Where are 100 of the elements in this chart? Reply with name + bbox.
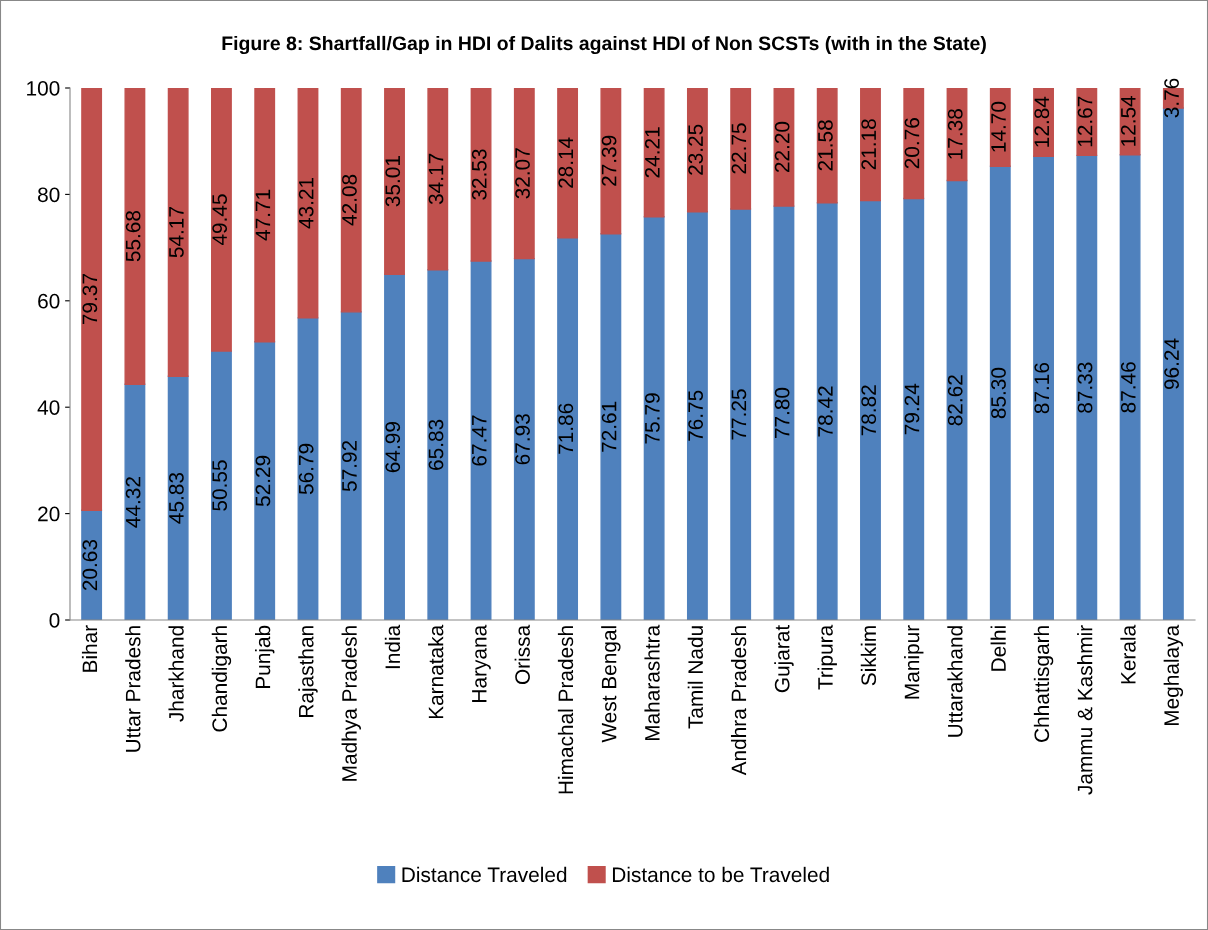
bar — [470, 260, 492, 620]
data-label: 24.21 — [644, 127, 660, 178]
bar — [81, 88, 103, 511]
x-tick-label: Tripura — [817, 624, 837, 690]
data-label: 14.70 — [991, 101, 1006, 152]
bar — [1076, 154, 1098, 620]
x-tick-label: Sikkim — [860, 626, 877, 686]
data-label: 35.01 — [385, 156, 401, 207]
bar — [124, 383, 146, 620]
data-label: 45.83 — [169, 472, 184, 524]
data-label: 23.25 — [688, 124, 703, 175]
bar — [340, 311, 362, 620]
data-label: 50.55 — [212, 460, 228, 511]
data-label: 87.16 — [1034, 363, 1050, 414]
bar — [730, 88, 752, 210]
bar — [773, 205, 795, 620]
x-tick-label: Chandigarh — [211, 626, 232, 732]
x-tick-label: Delhi — [990, 626, 1006, 671]
data-label: 71.86 — [558, 403, 574, 454]
x-tick-label: Uttar Pradesh — [125, 626, 141, 752]
y-tick-label: 20 — [38, 506, 60, 522]
bar — [686, 88, 708, 213]
bar — [297, 317, 319, 620]
data-label: 47.71 — [255, 189, 271, 241]
data-label: 72.61 — [601, 401, 617, 452]
x-tick-label: Meghalaya — [1163, 624, 1184, 726]
data-label: 32.07 — [515, 148, 530, 199]
bar — [470, 88, 492, 262]
data-label: 75.79 — [644, 393, 660, 444]
data-label: 77.25 — [731, 389, 747, 440]
data-label: 27.39 — [601, 135, 617, 186]
bar — [340, 88, 362, 313]
x-tick-label: Orissa — [514, 624, 530, 685]
x-tick-label: Himachal Pradesh — [557, 626, 574, 794]
bar — [600, 88, 622, 235]
bar — [816, 202, 838, 620]
data-label: 57.92 — [342, 440, 357, 492]
bar — [903, 88, 925, 200]
data-label: 76.75 — [688, 390, 703, 441]
x-tick-label: Chhattisgarh — [1033, 626, 1054, 742]
data-label: 34.17 — [428, 153, 444, 205]
data-label: 87.46 — [1120, 362, 1136, 413]
x-tick-label: India — [384, 624, 401, 669]
x-tick-label: Punjab — [255, 625, 275, 689]
data-label: 78.82 — [861, 385, 877, 436]
bar — [384, 88, 405, 275]
data-label: 12.67 — [1077, 96, 1093, 147]
x-tick-label: Gujarat — [774, 625, 794, 693]
data-label: 77.80 — [774, 387, 790, 439]
data-label: 44.32 — [125, 477, 141, 528]
x-tick-label: Kerala — [1120, 624, 1136, 684]
data-label: 43.21 — [298, 177, 314, 229]
data-label: 87.33 — [1077, 362, 1093, 413]
x-tick-label: Tamil Nadu — [687, 626, 703, 729]
data-label: 67.93 — [515, 414, 530, 465]
data-label: 17.38 — [947, 109, 963, 159]
bar — [513, 88, 535, 260]
data-label: 79.37 — [82, 274, 98, 325]
bar — [643, 88, 665, 218]
data-label: 12.84 — [1034, 96, 1050, 147]
bar — [903, 197, 925, 620]
y-tick-label: 80 — [38, 187, 60, 203]
data-label: 82.62 — [947, 375, 963, 426]
x-tick-label: Jammu & Kashmir — [1077, 625, 1093, 795]
y-tick-label: 100 — [27, 81, 60, 96]
bar — [730, 208, 752, 620]
data-label: 12.54 — [1120, 95, 1136, 146]
x-tick-label: Andhra Pradesh — [730, 626, 747, 776]
x-tick-label: Uttarakhand — [947, 626, 963, 737]
x-tick-label: Jharkhand — [168, 626, 184, 722]
data-label: 32.53 — [471, 149, 487, 200]
y-tick-label: 40 — [37, 400, 60, 415]
data-label: 56.79 — [298, 443, 314, 495]
data-label: 79.24 — [904, 383, 920, 435]
bar — [211, 350, 232, 620]
bar — [946, 179, 968, 620]
x-tick-label: West Bengal — [601, 626, 621, 743]
x-tick-label: Haryana — [472, 624, 491, 702]
bar — [513, 257, 535, 620]
bar — [1119, 154, 1141, 620]
bar — [686, 210, 708, 620]
bar — [211, 88, 232, 352]
bar — [1033, 155, 1054, 620]
data-label: 20.76 — [904, 118, 920, 169]
bar — [427, 269, 449, 620]
legend-label: Distance Traveled — [402, 866, 567, 883]
x-tick-label: Maharashtra — [644, 624, 660, 741]
data-label: 21.58 — [818, 120, 833, 171]
bar — [860, 88, 881, 202]
bar — [167, 375, 189, 620]
bar — [427, 88, 449, 271]
bar — [643, 216, 665, 620]
bar — [600, 233, 622, 620]
data-label: 65.83 — [428, 419, 444, 470]
bar — [989, 165, 1011, 620]
x-tick-label: Madhya Pradesh — [341, 626, 361, 781]
bar — [297, 88, 319, 319]
data-label: 20.63 — [82, 539, 98, 591]
bar — [860, 199, 881, 620]
data-label: 54.17 — [169, 207, 184, 258]
